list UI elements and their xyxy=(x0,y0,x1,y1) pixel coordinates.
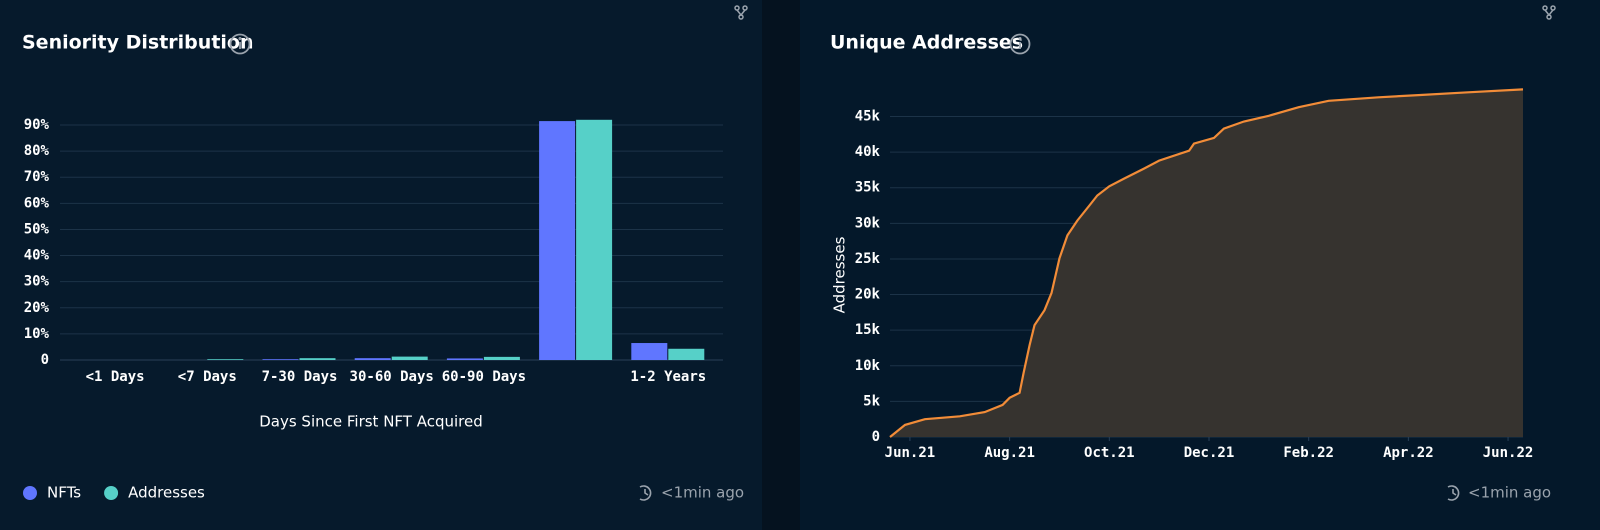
x-tick-label: 7-30 Days xyxy=(262,369,338,385)
info-icon[interactable] xyxy=(229,33,251,55)
bar xyxy=(483,356,520,360)
y-axis-label: Addresses xyxy=(831,236,849,313)
bar xyxy=(446,358,483,360)
x-tick-label: Jun.21 xyxy=(885,445,936,461)
chart-title: Unique Addresses xyxy=(830,32,1023,54)
y-tick-label: 10k xyxy=(855,358,881,374)
y-tick-label: 45k xyxy=(855,108,881,124)
refresh-icon xyxy=(639,485,652,501)
y-tick-label: 10% xyxy=(24,326,50,342)
y-tick-label: 50% xyxy=(24,221,50,237)
y-tick-label: 90% xyxy=(24,117,50,133)
y-tick-label: 20k xyxy=(855,287,881,303)
bar xyxy=(539,121,576,360)
bar xyxy=(391,356,428,360)
bar xyxy=(299,358,336,360)
y-tick-label: 0 xyxy=(41,352,49,368)
updated-label: <1min ago xyxy=(661,484,744,502)
y-tick-label: 0 xyxy=(872,429,880,445)
x-tick-label: 60-90 Days xyxy=(442,369,526,385)
x-tick-label: Jun.22 xyxy=(1483,445,1534,461)
legend-label: NFTs xyxy=(47,484,81,502)
y-tick-label: 30k xyxy=(855,215,881,231)
line xyxy=(889,88,1524,438)
y-tick-label: 80% xyxy=(24,143,50,159)
y-tick-label: 25k xyxy=(855,251,881,267)
y-tick-label: 30% xyxy=(24,274,50,290)
y-tick-label: 40% xyxy=(24,248,50,264)
bar xyxy=(207,359,244,360)
x-tick-label: Aug.21 xyxy=(984,445,1035,461)
y-tick-label: 70% xyxy=(24,169,50,185)
bar xyxy=(631,343,668,360)
y-tick-label: 5k xyxy=(863,393,880,409)
y-tick-label: 35k xyxy=(855,180,881,196)
bar xyxy=(354,358,391,360)
legend-swatch xyxy=(23,486,37,500)
fork-icon[interactable] xyxy=(734,5,748,20)
x-tick-label: Oct.21 xyxy=(1084,445,1135,461)
y-tick-label: 15k xyxy=(855,322,881,338)
x-tick-label: <7 Days xyxy=(178,369,237,385)
legend-label: Addresses xyxy=(128,484,205,502)
x-tick-label: Feb.22 xyxy=(1283,445,1334,461)
bar xyxy=(262,359,299,360)
panel-left xyxy=(0,0,762,530)
chart-title: Seniority Distribution xyxy=(22,32,254,54)
updated-label: <1min ago xyxy=(1468,484,1551,502)
x-tick-label: 1-2 Years xyxy=(630,369,706,385)
y-tick-label: 20% xyxy=(24,300,50,316)
bar xyxy=(668,348,705,360)
x-tick-label: Apr.22 xyxy=(1383,445,1434,461)
x-axis-label: Days Since First NFT Acquired xyxy=(259,413,483,431)
y-tick-label: 40k xyxy=(855,144,881,160)
legend-swatch xyxy=(104,486,119,500)
refresh-icon xyxy=(1447,485,1460,501)
bar xyxy=(576,119,613,361)
x-tick-label: 30-60 Days xyxy=(350,369,434,385)
x-tick-label: Dec.21 xyxy=(1184,445,1235,461)
area xyxy=(890,89,1523,438)
fork-icon[interactable] xyxy=(1542,5,1556,20)
info-icon[interactable] xyxy=(1009,33,1031,55)
y-tick-label: 60% xyxy=(24,195,50,211)
x-tick-label: <1 Days xyxy=(86,369,145,385)
